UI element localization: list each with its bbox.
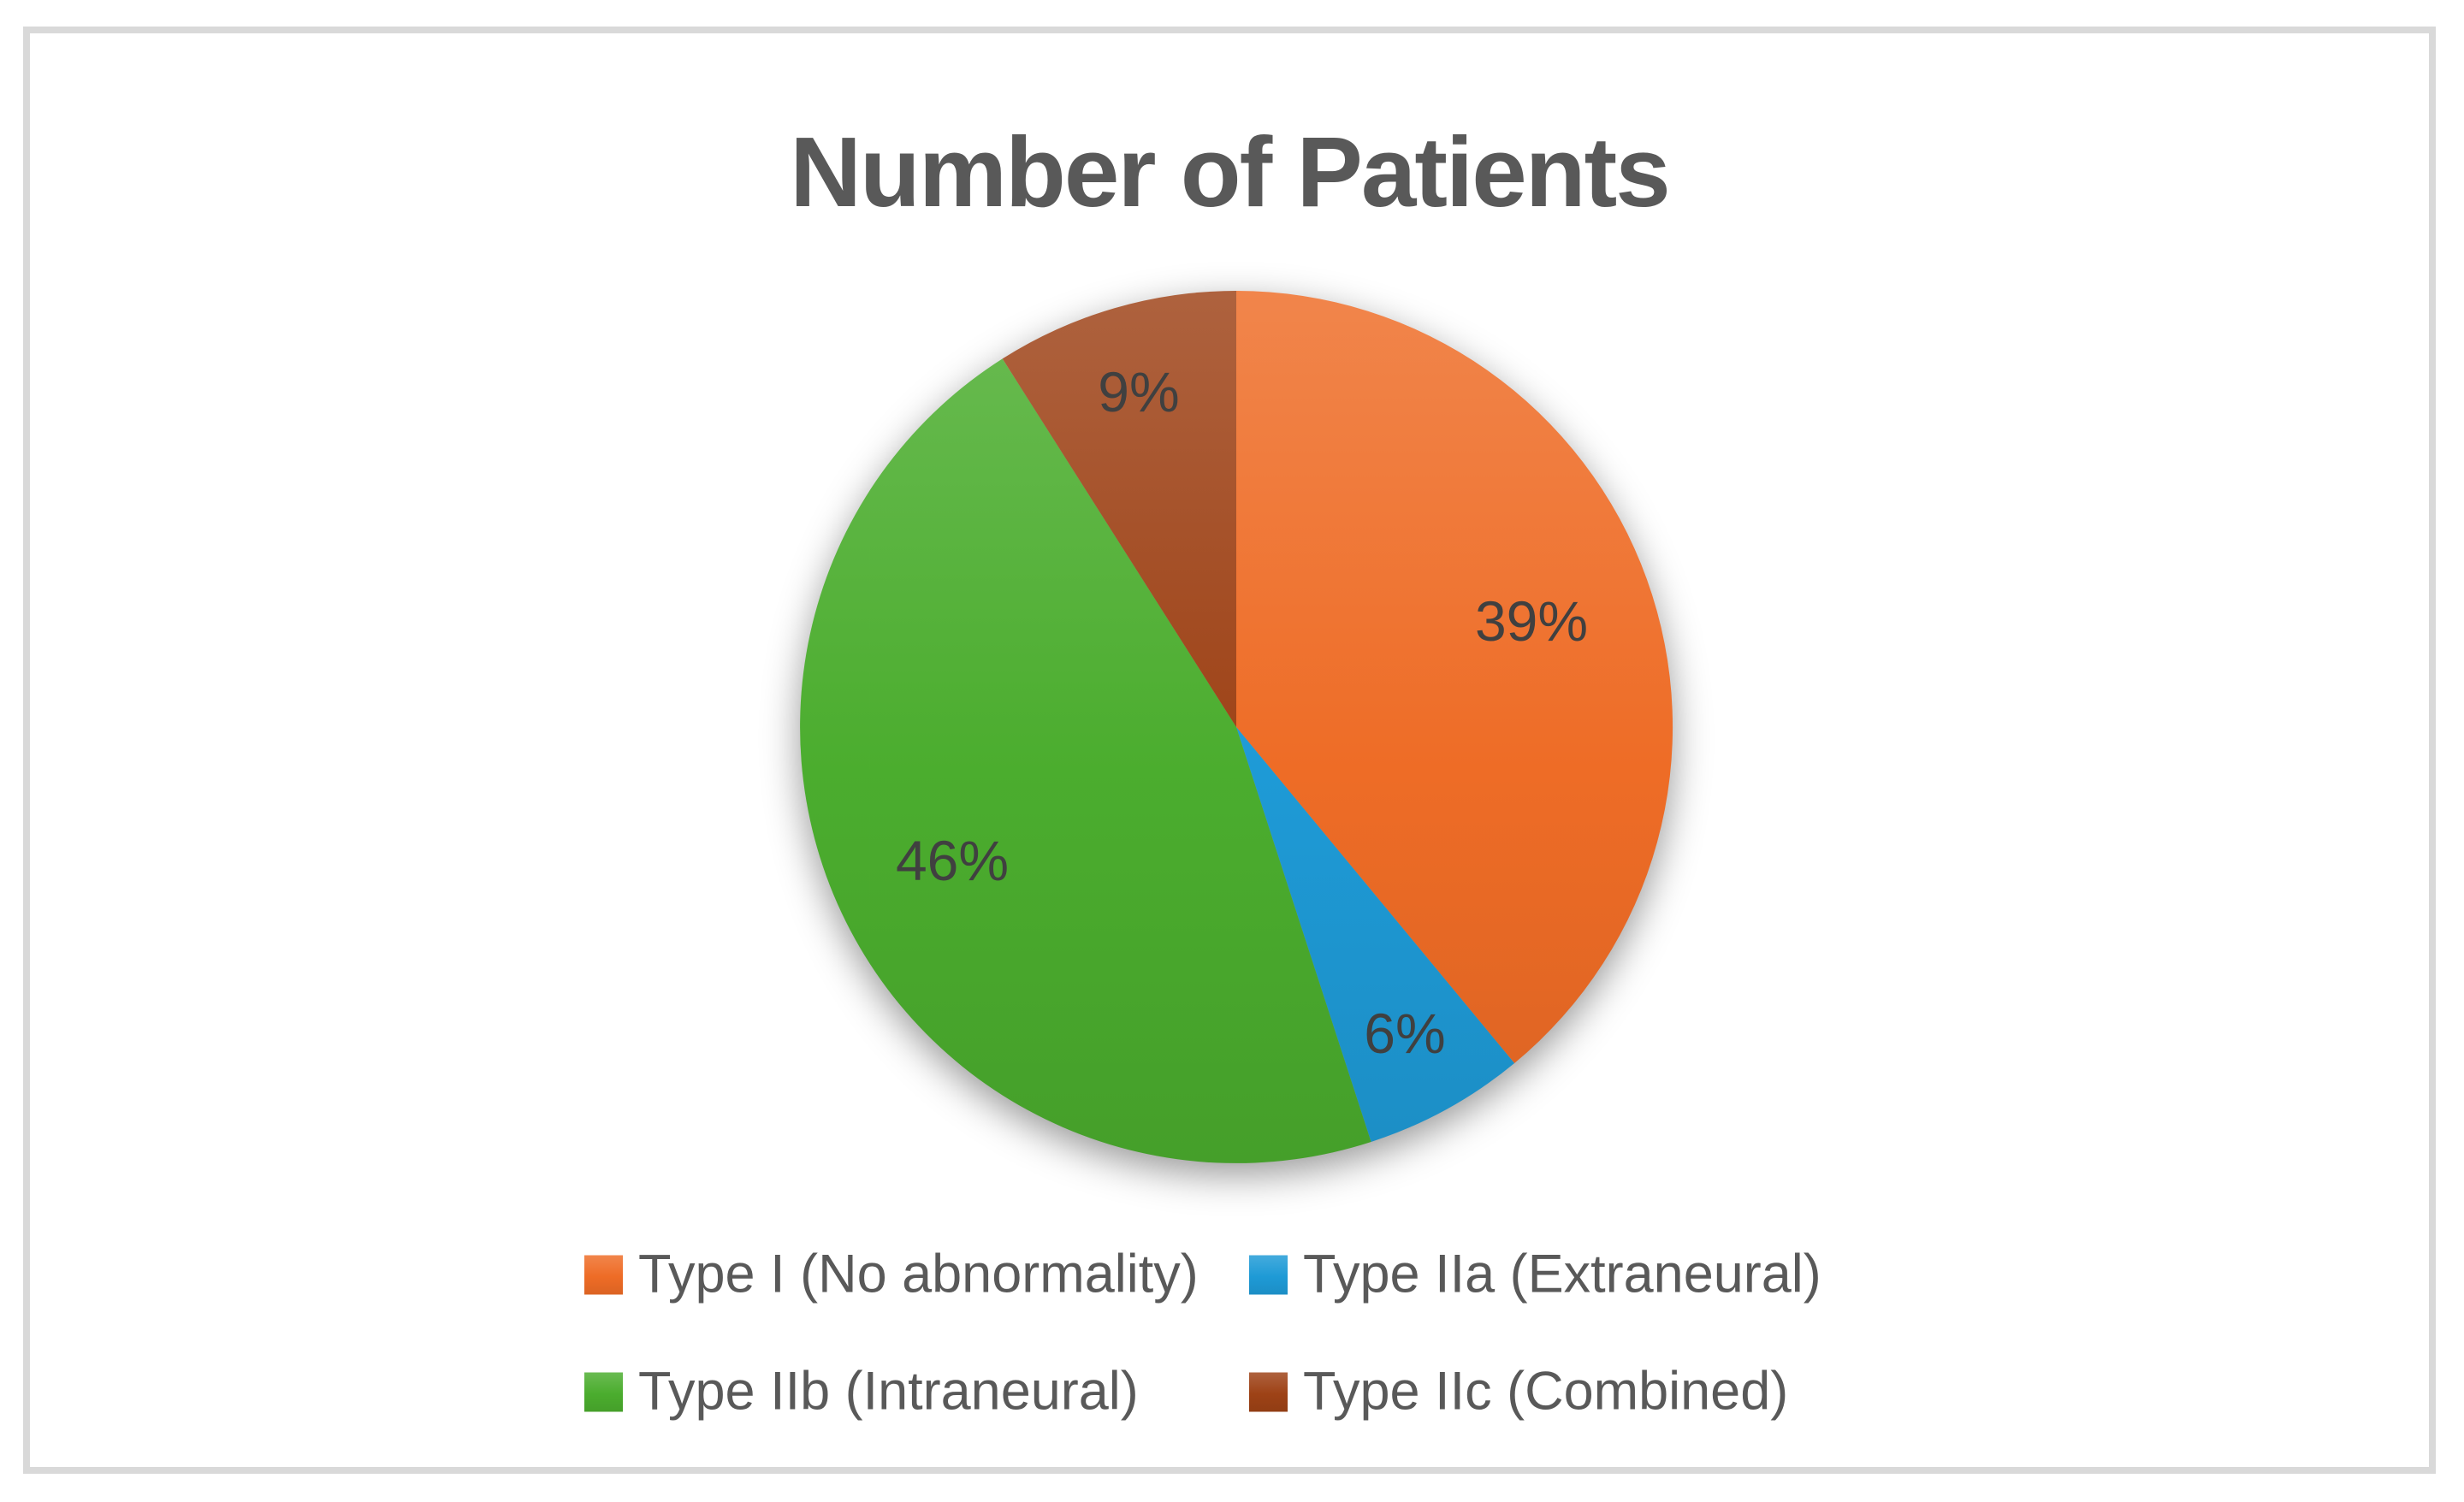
- data-label-2: 6%: [1364, 1002, 1445, 1065]
- pie-slice-3: [800, 358, 1371, 1163]
- pie-slice-4: [1002, 291, 1236, 727]
- chart-title: Number of Patients: [790, 116, 1670, 228]
- data-label-3: 46%: [896, 829, 1009, 892]
- pie-slice-1: [1236, 291, 1673, 1063]
- pie-slice-2: [1236, 727, 1515, 1142]
- data-label-4: 9%: [1098, 360, 1179, 423]
- data-label-1: 39%: [1475, 589, 1588, 653]
